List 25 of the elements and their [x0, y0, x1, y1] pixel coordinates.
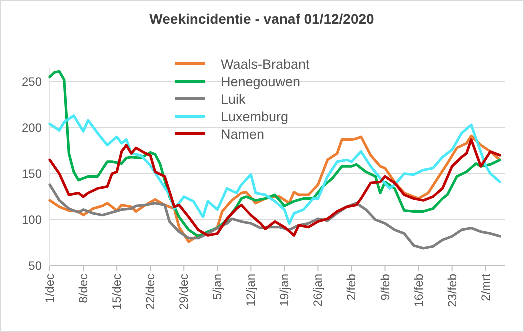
- y-tick-label: 100: [22, 212, 42, 227]
- y-tick-label: 250: [22, 74, 42, 89]
- legend-label: Namen: [221, 127, 265, 142]
- x-tick-label: 2/feb: [344, 274, 359, 301]
- x-tick-label: 19/jan: [278, 274, 292, 307]
- x-tick-label: 2/mrt: [478, 273, 493, 302]
- y-tick-label: 50: [28, 259, 42, 273]
- legend-label: Luik: [221, 92, 246, 107]
- x-tick-label: 8/dec: [76, 274, 91, 304]
- x-tick-label: 12/jan: [244, 274, 258, 307]
- legend-label: Luxemburg: [221, 110, 289, 124]
- legend-label: Waals-Brabant: [221, 57, 310, 72]
- x-tick-label: 29/dec: [177, 274, 192, 310]
- x-tick-label: 23/feb: [445, 274, 460, 308]
- y-tick-label: 150: [22, 166, 42, 181]
- y-tick-label: 200: [22, 120, 42, 135]
- x-tick-label: 1/dec: [43, 274, 57, 304]
- x-tick-label: 5/jan: [210, 274, 225, 300]
- x-tick-label: 22/dec: [144, 274, 158, 310]
- chart-title: Weekincidentie - vanaf 01/12/2020: [150, 11, 375, 27]
- x-tick-label: 26/jan: [311, 274, 326, 307]
- x-tick-label: 16/feb: [412, 274, 426, 308]
- legend-label: Henegouwen: [221, 74, 301, 90]
- x-tick-label: 9/feb: [378, 274, 392, 301]
- x-tick-label: 15/dec: [110, 274, 124, 310]
